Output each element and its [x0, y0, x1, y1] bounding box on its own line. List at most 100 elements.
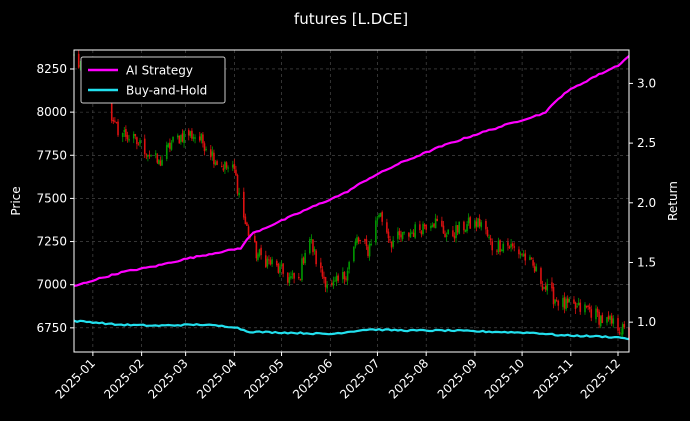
candle-body	[343, 271, 346, 280]
y-left-tick-label: 7750	[36, 148, 67, 162]
candle-body	[480, 222, 483, 228]
candle-body	[387, 231, 390, 239]
candle-body	[486, 229, 489, 236]
candle-body	[123, 130, 126, 132]
candle-body	[128, 138, 130, 141]
candle-body	[304, 253, 306, 264]
candle-body	[370, 243, 372, 246]
candle-body	[198, 136, 201, 141]
candle-body	[276, 260, 278, 266]
plot-frame	[73, 49, 630, 353]
candle-body	[310, 239, 313, 241]
candle-body	[301, 258, 303, 281]
candle-body	[172, 136, 174, 142]
candle-body	[279, 266, 281, 273]
candle-body	[293, 272, 295, 279]
candle-body	[455, 225, 457, 238]
candle-body	[114, 120, 116, 122]
y-left-tick-label: 8250	[36, 62, 67, 76]
candle-body	[609, 316, 611, 320]
candle-body	[521, 254, 523, 256]
candle-body	[220, 166, 223, 168]
candle-body	[433, 223, 435, 227]
y-axis-right: 1.0 1.5 2.0 2.5 3.0	[629, 76, 656, 329]
candle-body	[147, 154, 149, 157]
candle-body	[357, 237, 360, 242]
candle-body	[320, 262, 322, 269]
candle-body	[420, 231, 423, 235]
candle-body	[112, 120, 115, 122]
candle-body	[587, 305, 589, 307]
chart-title: futures [L.DCE]	[294, 10, 408, 28]
candle-body	[280, 264, 283, 266]
candle-body	[277, 264, 280, 273]
candle-body	[321, 269, 324, 277]
candle-body	[474, 220, 476, 228]
candle-body	[568, 299, 571, 302]
candle-body	[477, 218, 479, 228]
candle-body	[447, 229, 449, 235]
candle-body	[456, 225, 459, 233]
y-left-tick-label: 7500	[36, 191, 67, 205]
candle-body	[134, 134, 137, 136]
candle-body	[332, 281, 335, 286]
candle-body	[225, 162, 228, 168]
candle-body	[189, 131, 192, 137]
candle-body	[452, 230, 454, 237]
candle-body	[584, 304, 586, 313]
candle-body	[511, 243, 514, 247]
candle-body	[167, 143, 170, 147]
candle-body	[489, 238, 492, 241]
y-left-tick-label: 7250	[36, 235, 67, 249]
candle-body	[478, 218, 481, 227]
candle-body	[158, 159, 160, 165]
candlesticks	[73, 50, 630, 344]
candle-body	[365, 239, 368, 246]
candle-body	[442, 225, 445, 234]
y-left-tick-label: 6750	[36, 321, 67, 335]
candle-body	[409, 233, 412, 238]
candle-body	[290, 276, 292, 279]
candle-body	[390, 241, 393, 248]
candle-body	[136, 137, 138, 145]
series-line-ai-strategy	[73, 55, 630, 287]
candle-body	[227, 167, 229, 169]
candle-body	[606, 317, 608, 323]
candle-body	[590, 309, 593, 318]
candle-body	[540, 268, 542, 284]
candle-body	[543, 287, 545, 289]
candle-body	[496, 250, 498, 252]
candle-body	[441, 220, 443, 227]
candle-body	[246, 222, 248, 226]
y-axis-left-label: Price	[9, 186, 23, 215]
candle-body	[356, 237, 358, 243]
candle-body	[541, 285, 544, 291]
candle-body	[430, 225, 432, 229]
candle-body	[132, 133, 135, 139]
candle-body	[265, 255, 267, 268]
candle-body	[533, 266, 536, 272]
candle-body	[200, 133, 203, 141]
candle-body	[502, 243, 505, 252]
candle-body	[205, 149, 207, 151]
candle-body	[367, 246, 369, 256]
candle-body	[169, 142, 171, 149]
candle-body	[467, 217, 470, 224]
candle-body	[258, 249, 261, 256]
candle-body	[145, 154, 148, 156]
candle-body	[156, 154, 159, 163]
candle-body	[392, 240, 394, 247]
candle-body	[187, 130, 190, 136]
candle-body	[346, 270, 349, 281]
candle-body	[423, 224, 426, 227]
candle-body	[170, 142, 173, 150]
legend-label-buy-and-hold: Buy-and-Hold	[126, 84, 207, 98]
candle-body	[148, 154, 151, 156]
candle-body	[554, 299, 556, 304]
y-left-tick-label: 8000	[36, 105, 67, 119]
candle-body	[444, 233, 446, 238]
candle-body	[522, 254, 525, 257]
candle-body	[244, 216, 247, 225]
candle-body	[224, 161, 226, 169]
